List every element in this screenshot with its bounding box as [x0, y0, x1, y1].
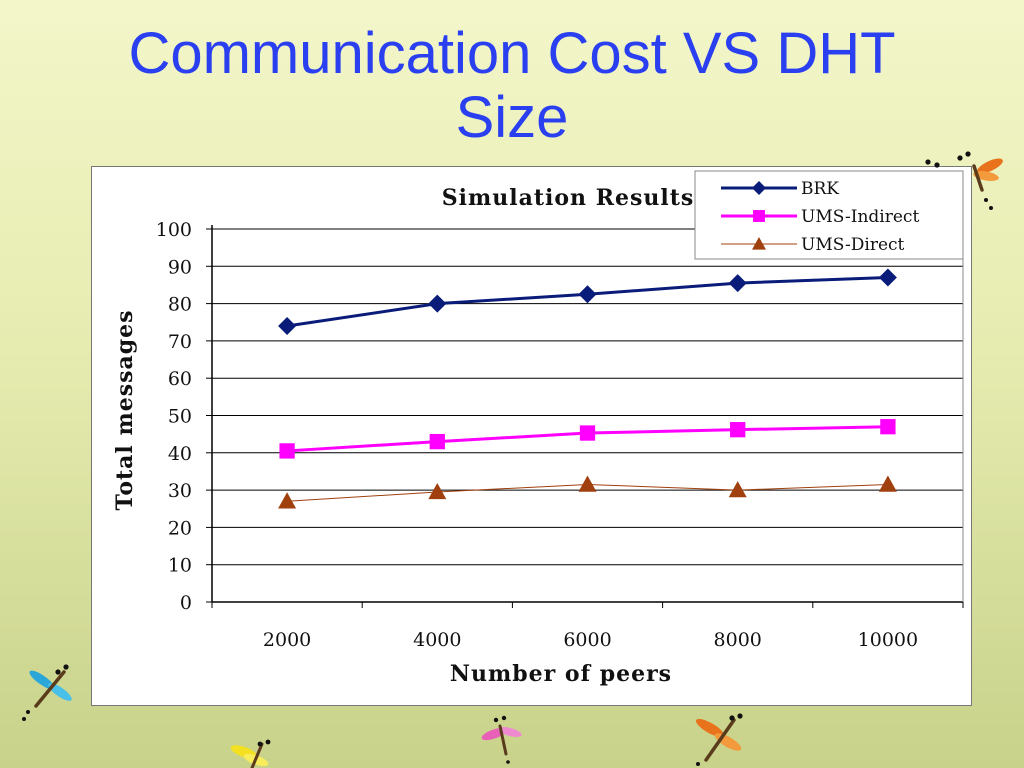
axes: 0 10 20 30 40 50 60 70 80 90 100 2000 4000 6000 8000 10…: [156, 219, 964, 651]
dragonfly-icon-top-right: [925, 151, 1003, 210]
data-point: [278, 492, 297, 509]
y-tick-label: 50: [168, 406, 192, 428]
data-point: [878, 268, 897, 287]
y-tick-label: 100: [156, 219, 192, 241]
slide-title-line-1: Communication Cost VS DHT: [128, 21, 896, 86]
data-point: [578, 475, 597, 492]
series-brk: [278, 268, 897, 335]
y-tick-label: 10: [168, 555, 192, 577]
chart-frame: 0 10 20 30 40 50 60 70 80 90 100 2000 4000 6000 8000 10…: [91, 166, 972, 706]
y-tick-label: 60: [168, 368, 192, 390]
data-point: [578, 285, 597, 304]
data-point: [579, 425, 596, 441]
legend: BRK UMS-Indirect UMS-Direct: [694, 170, 964, 260]
slide-title: Communication Cost VS DHT Size: [0, 22, 1024, 150]
legend-swatch-marker: [752, 237, 766, 250]
data-point: [428, 294, 447, 313]
y-tick-label: 80: [168, 294, 192, 316]
legend-item: BRK: [721, 179, 839, 199]
legend-swatch-marker: [753, 210, 765, 222]
data-point: [878, 475, 897, 492]
series-ums-indirect: [279, 419, 896, 459]
dragonfly-icon-bottom-orange: [695, 713, 743, 766]
x-tick-label: 8000: [714, 629, 762, 651]
legend-label: UMS-Indirect: [801, 207, 919, 227]
x-tick-label: 10000: [858, 629, 918, 651]
data-point: [278, 316, 297, 335]
series-layer: [278, 268, 897, 509]
y-axis-label: Total messages: [112, 309, 138, 510]
legend-label: UMS-Direct: [801, 235, 905, 255]
x-tick-label: 2000: [263, 629, 311, 651]
dragonfly-icon-left: [22, 664, 72, 721]
dragonfly-icon-bottom-pink: [481, 715, 522, 764]
line-chart: 0 10 20 30 40 50 60 70 80 90 100 2000 4000 6000 8000 10…: [112, 170, 964, 687]
chart-title: Simulation Results: [442, 185, 695, 211]
data-point: [730, 422, 746, 438]
x-tick-label: 6000: [563, 629, 611, 651]
y-tick-label: 40: [168, 443, 192, 465]
slide-title-line-2: Size: [455, 85, 569, 150]
y-tick-label: 20: [168, 517, 192, 539]
legend-label: BRK: [801, 179, 839, 199]
data-point: [880, 419, 896, 435]
y-tick-label: 30: [168, 480, 192, 502]
y-tick-label: 90: [168, 256, 192, 278]
x-axis-label: Number of peers: [450, 661, 672, 687]
legend-item: UMS-Direct: [721, 235, 905, 255]
legend-swatch-marker: [752, 181, 766, 195]
data-point: [428, 482, 447, 500]
y-tick-label: 0: [180, 592, 192, 614]
y-tick-label: 70: [168, 331, 192, 353]
data-point: [279, 443, 295, 459]
series-ums-direct: [278, 475, 897, 509]
dragonfly-icon-bottom-yellow: [230, 739, 271, 768]
legend-item: UMS-Indirect: [721, 207, 919, 227]
data-point: [429, 433, 445, 450]
x-tick-label: 4000: [413, 629, 461, 651]
data-point: [728, 481, 747, 498]
data-point: [728, 274, 747, 293]
